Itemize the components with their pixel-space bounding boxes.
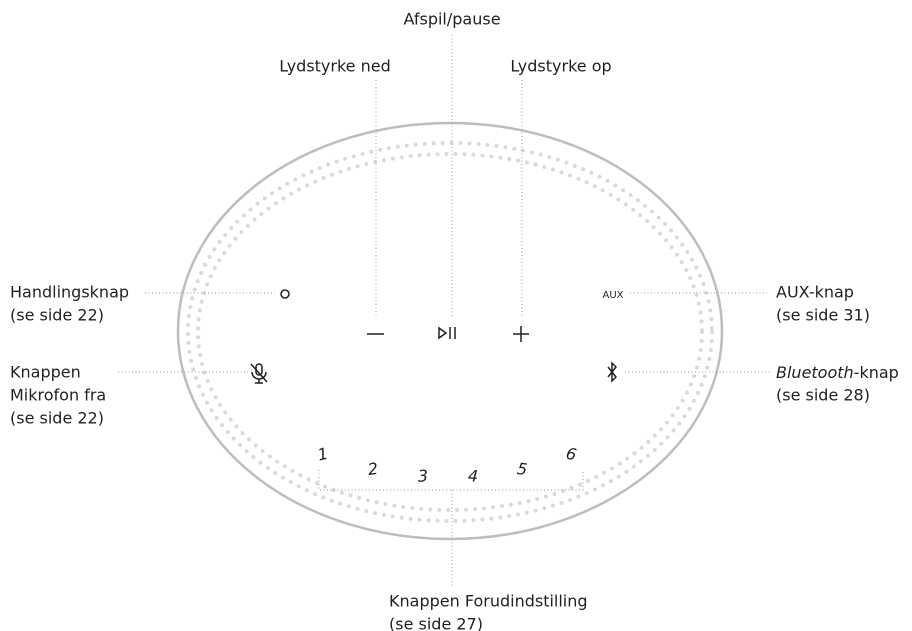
label: Handlingsknap <box>10 283 129 302</box>
volume-up-button <box>513 326 529 342</box>
preset-button: 2 <box>366 459 379 479</box>
label: (se side 22) <box>10 409 104 428</box>
label: Bluetooth-knap <box>776 363 899 382</box>
play-pause-button <box>438 326 456 340</box>
label: (se side 27) <box>389 615 483 631</box>
speaker-outline <box>176 121 724 541</box>
label: Knappen Forudindstilling <box>389 592 588 611</box>
label-italic: Bluetooth <box>776 363 854 382</box>
preset-button: 3 <box>417 466 428 486</box>
label: (se side 28) <box>776 386 870 405</box>
label: Mikrofon fra <box>10 386 106 405</box>
label: Afspil/pause <box>403 10 500 29</box>
label: AUX-knap <box>776 283 854 302</box>
preset-button: 6 <box>564 444 578 465</box>
label: Lydstyrke ned <box>279 57 391 76</box>
label: (se side 22) <box>10 306 104 325</box>
light-ring-outer <box>186 141 714 523</box>
bluetooth-button <box>607 361 618 383</box>
aux-button: AUX <box>602 290 623 301</box>
preset-button: 4 <box>467 466 478 486</box>
action-button <box>280 289 290 299</box>
label-rest: -knap <box>854 363 899 382</box>
label: Knappen <box>10 363 81 382</box>
preset-button: 1 <box>316 444 330 465</box>
mic-off-button <box>250 363 268 384</box>
preset-button: 5 <box>516 459 529 479</box>
preset-bracket <box>318 470 584 588</box>
label: (se side 31) <box>776 306 870 325</box>
light-ring-inner <box>196 152 704 512</box>
label: Lydstyrke op <box>510 57 611 76</box>
